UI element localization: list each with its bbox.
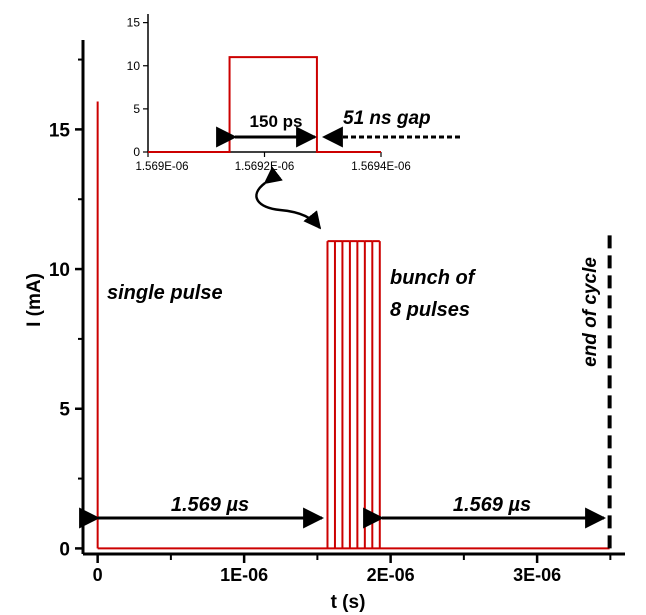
connector-arrow xyxy=(255,166,322,230)
inset-pulse-trace xyxy=(148,56,381,153)
y-tick-label: 10 xyxy=(49,260,70,281)
inset-series xyxy=(148,56,381,153)
annotation-single-pulse: single pulse xyxy=(107,282,223,304)
inset-y-tick-label: 0 xyxy=(133,145,140,159)
y-tick-label: 15 xyxy=(49,120,71,141)
inset-x-tick-label: 1.5694E-06 xyxy=(351,161,410,173)
y-tick-label: 5 xyxy=(59,400,70,421)
x-tick-label: 3E-06 xyxy=(513,565,561,585)
annotation-interval-right: 1.569 µs xyxy=(453,494,531,516)
inset-y-tick-label: 15 xyxy=(127,16,141,30)
main-series xyxy=(96,101,612,550)
annotation-bunch-line1: bunch of xyxy=(390,267,477,289)
x-tick-label: 1E-06 xyxy=(220,565,268,585)
inset-width-label: 150 ps xyxy=(250,112,303,131)
y-axis-label: I (mA) xyxy=(24,273,45,327)
y-tick-label: 0 xyxy=(59,539,70,560)
x-axis-label: t (s) xyxy=(331,592,366,613)
inset-axes xyxy=(147,14,381,153)
inset-y-tick-label: 10 xyxy=(127,59,141,73)
main-axes xyxy=(81,40,625,556)
inset-zoom-plot: 0 5 10 15 1.569E-06 1.5692E-06 1.5694E-06 150 … xyxy=(127,14,460,173)
inset-y-tick-label: 5 xyxy=(133,102,140,116)
x-tick-label: 0 xyxy=(93,565,103,585)
main-ticks: 0 5 10 15 0 1E-06 2E-06 3E-06 xyxy=(49,58,612,585)
inset-x-tick-label: 1.5692E-06 xyxy=(235,161,294,173)
annotation-end-of-cycle: end of cycle xyxy=(580,257,601,367)
annotation-bunch-line2: 8 pulses xyxy=(390,299,470,321)
x-tick-label: 2E-06 xyxy=(367,565,415,585)
inset-ticks: 0 5 10 15 1.569E-06 1.5692E-06 1.5694E-06 xyxy=(127,16,411,173)
inset-gap-label: 51 ns gap xyxy=(343,108,431,129)
annotation-interval-left: 1.569 µs xyxy=(171,494,249,516)
inset-x-tick-label: 1.569E-06 xyxy=(135,161,188,173)
